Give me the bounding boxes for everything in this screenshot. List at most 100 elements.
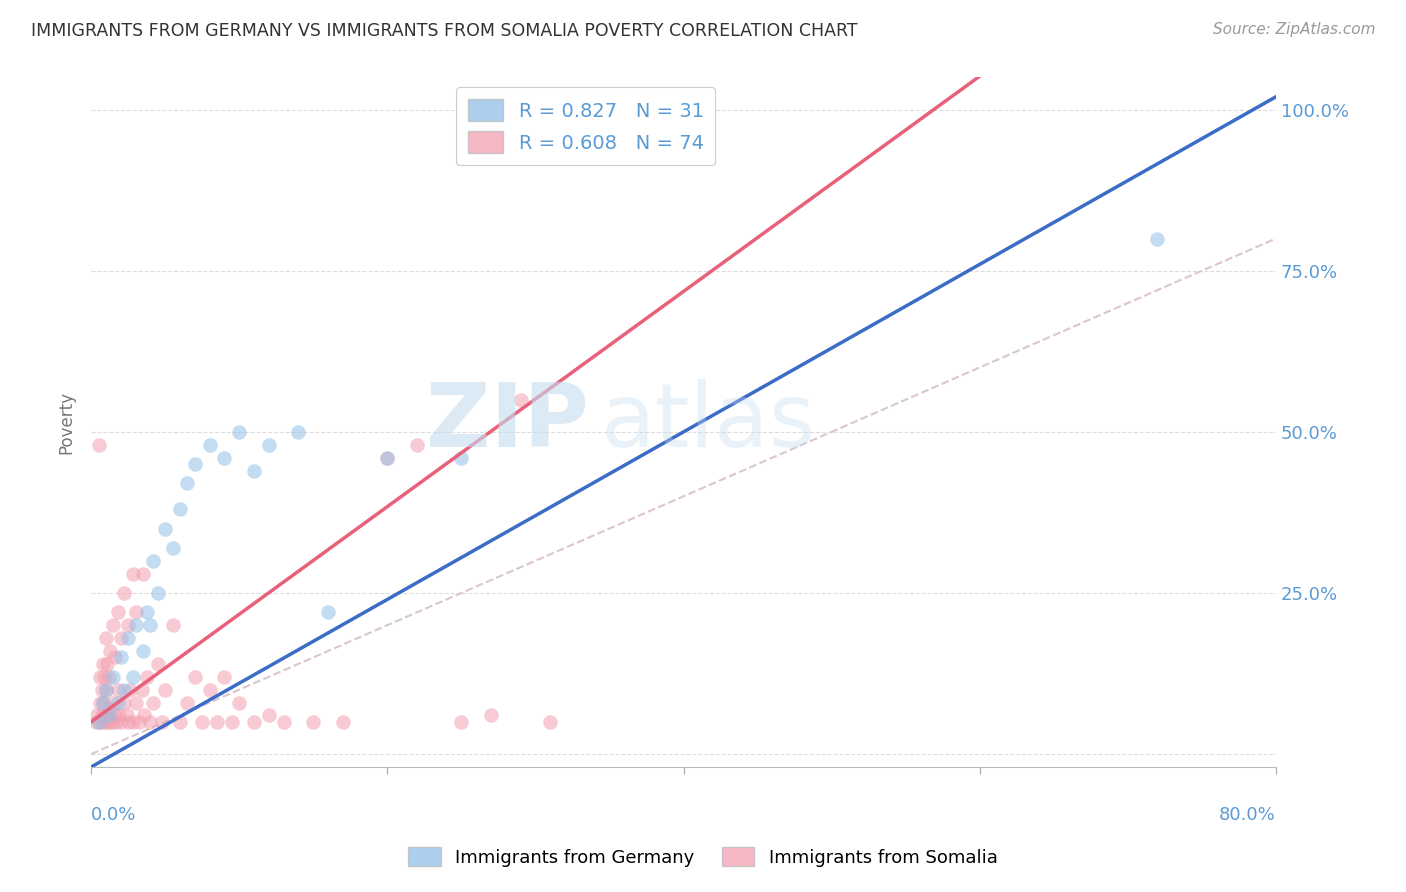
- Point: [86, 708, 108, 723]
- Point: [509, 392, 531, 407]
- Point: [90, 682, 112, 697]
- Point: [243, 464, 266, 478]
- Point: [176, 696, 198, 710]
- Point: [110, 714, 132, 729]
- Point: [105, 714, 128, 729]
- Text: IMMIGRANTS FROM GERMANY VS IMMIGRANTS FROM SOMALIA POVERTY CORRELATION CHART: IMMIGRANTS FROM GERMANY VS IMMIGRANTS FR…: [31, 22, 858, 40]
- Point: [450, 714, 472, 729]
- Point: [139, 714, 162, 729]
- Legend: R = 0.827   N = 31, R = 0.608   N = 74: R = 0.827 N = 31, R = 0.608 N = 74: [457, 87, 716, 165]
- Point: [316, 605, 339, 619]
- Point: [153, 522, 176, 536]
- Point: [91, 696, 114, 710]
- Point: [112, 696, 135, 710]
- Point: [257, 438, 280, 452]
- Point: [162, 618, 184, 632]
- Point: [146, 657, 169, 671]
- Point: [91, 714, 114, 729]
- Point: [94, 631, 117, 645]
- Point: [198, 438, 221, 452]
- Point: [1146, 231, 1168, 245]
- Point: [136, 670, 159, 684]
- Point: [221, 714, 243, 729]
- Point: [228, 425, 250, 439]
- Point: [153, 682, 176, 697]
- Point: [110, 631, 132, 645]
- Point: [110, 650, 132, 665]
- Point: [124, 618, 146, 632]
- Legend: Immigrants from Germany, Immigrants from Somalia: Immigrants from Germany, Immigrants from…: [401, 840, 1005, 874]
- Point: [121, 670, 143, 684]
- Point: [96, 657, 118, 671]
- Point: [90, 708, 112, 723]
- Point: [132, 644, 155, 658]
- Point: [205, 714, 228, 729]
- Point: [89, 670, 111, 684]
- Point: [139, 618, 162, 632]
- Point: [87, 714, 110, 729]
- Point: [103, 670, 125, 684]
- Point: [121, 714, 143, 729]
- Point: [287, 425, 309, 439]
- Point: [302, 714, 325, 729]
- Point: [191, 714, 214, 729]
- Point: [107, 682, 129, 697]
- Point: [124, 605, 146, 619]
- Point: [406, 438, 429, 452]
- Point: [332, 714, 354, 729]
- Point: [184, 457, 207, 471]
- Point: [377, 450, 399, 465]
- Point: [198, 682, 221, 697]
- Text: ZIP: ZIP: [426, 379, 589, 466]
- Point: [97, 708, 120, 723]
- Text: 0.0%: 0.0%: [91, 805, 136, 823]
- Point: [107, 696, 129, 710]
- Point: [93, 670, 115, 684]
- Point: [150, 714, 173, 729]
- Point: [169, 714, 191, 729]
- Point: [228, 696, 250, 710]
- Point: [93, 708, 115, 723]
- Point: [112, 586, 135, 600]
- Point: [169, 502, 191, 516]
- Point: [84, 714, 107, 729]
- Point: [257, 708, 280, 723]
- Point: [273, 714, 295, 729]
- Point: [104, 708, 127, 723]
- Text: 80.0%: 80.0%: [1219, 805, 1277, 823]
- Point: [124, 696, 146, 710]
- Point: [117, 714, 139, 729]
- Point: [87, 714, 110, 729]
- Point: [142, 696, 165, 710]
- Point: [97, 670, 120, 684]
- Point: [132, 566, 155, 581]
- Point: [112, 682, 135, 697]
- Point: [117, 618, 139, 632]
- Point: [97, 714, 120, 729]
- Point: [479, 708, 502, 723]
- Text: atlas: atlas: [600, 379, 815, 466]
- Point: [89, 696, 111, 710]
- Point: [118, 682, 141, 697]
- Point: [94, 682, 117, 697]
- Point: [176, 476, 198, 491]
- Point: [87, 438, 110, 452]
- Point: [142, 554, 165, 568]
- Point: [538, 714, 561, 729]
- Point: [96, 708, 118, 723]
- Point: [91, 657, 114, 671]
- Point: [100, 702, 122, 716]
- Point: [136, 605, 159, 619]
- Point: [104, 650, 127, 665]
- Point: [108, 708, 131, 723]
- Point: [134, 708, 156, 723]
- Point: [377, 450, 399, 465]
- Point: [94, 682, 117, 697]
- Point: [162, 541, 184, 555]
- Point: [121, 566, 143, 581]
- Point: [115, 708, 138, 723]
- Y-axis label: Poverty: Poverty: [58, 391, 75, 454]
- Point: [146, 586, 169, 600]
- Point: [131, 682, 153, 697]
- Point: [100, 644, 122, 658]
